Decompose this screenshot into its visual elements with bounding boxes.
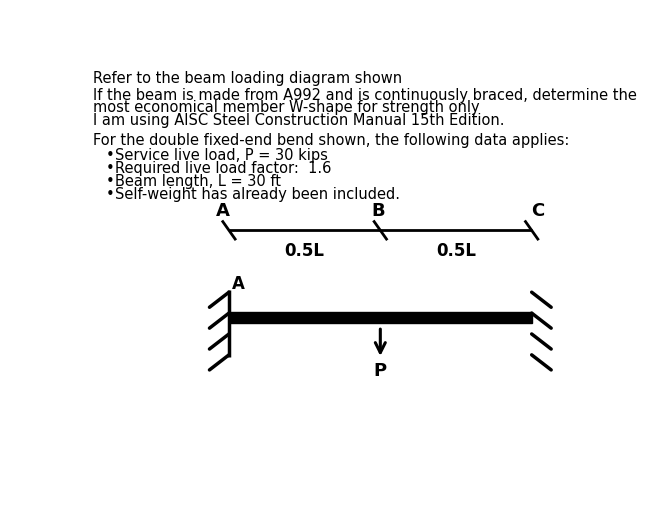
- Text: 0.5L: 0.5L: [285, 242, 324, 260]
- Text: Required live load factor:  1.6: Required live load factor: 1.6: [115, 161, 332, 176]
- Bar: [229, 312, 532, 323]
- Text: A: A: [232, 275, 245, 293]
- Text: •: •: [106, 161, 115, 176]
- Text: Self-weight has already been included.: Self-weight has already been included.: [115, 187, 400, 202]
- Text: If the beam is made from A992 and is continuously braced, determine the: If the beam is made from A992 and is con…: [93, 88, 637, 102]
- Text: Refer to the beam loading diagram shown: Refer to the beam loading diagram shown: [93, 71, 402, 85]
- Text: I am using AISC Steel Construction Manual 15th Edition.: I am using AISC Steel Construction Manua…: [93, 113, 504, 128]
- Text: C: C: [531, 202, 544, 220]
- Text: Beam length, L = 30 ft: Beam length, L = 30 ft: [115, 174, 281, 189]
- Text: A: A: [216, 202, 230, 220]
- Text: •: •: [106, 187, 115, 202]
- Text: 0.5L: 0.5L: [436, 242, 476, 260]
- Text: B: B: [371, 202, 385, 220]
- Text: most economical member W-shape for strength only: most economical member W-shape for stren…: [93, 100, 480, 115]
- Text: •: •: [106, 148, 115, 163]
- Text: Service live load, P = 30 kips: Service live load, P = 30 kips: [115, 148, 328, 163]
- Text: •: •: [106, 174, 115, 189]
- Text: P: P: [374, 362, 387, 380]
- Text: For the double fixed-end bend shown, the following data applies:: For the double fixed-end bend shown, the…: [93, 133, 569, 148]
